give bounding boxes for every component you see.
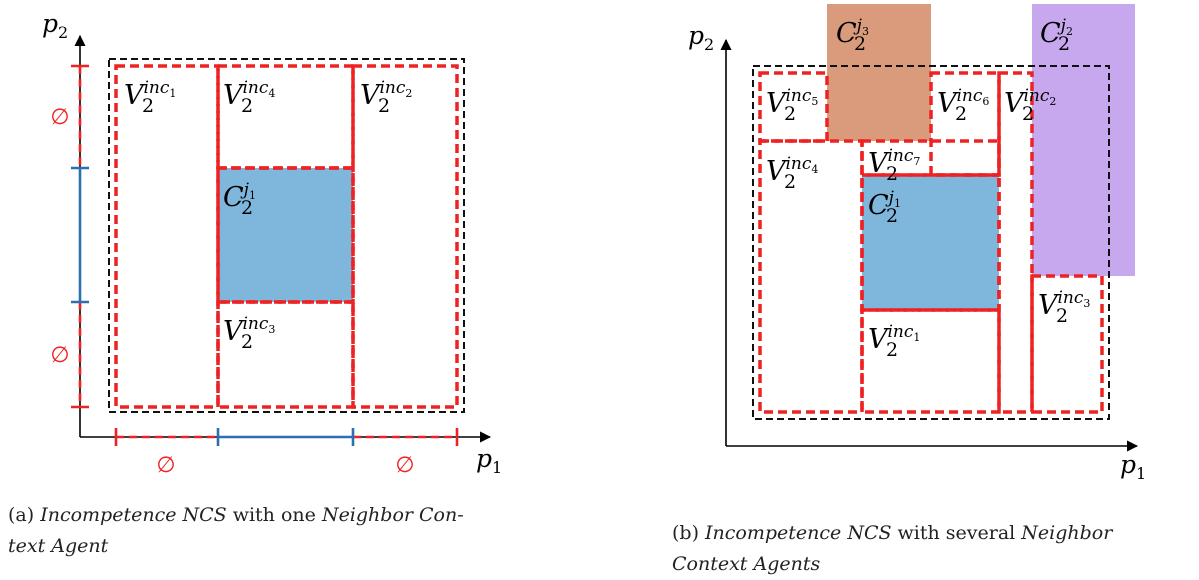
label-v2-inc2-a: Vinc2 2 [360, 78, 412, 117]
label-v2-inc4-a: Vinc4 2 [223, 78, 275, 117]
label-c2-j1-a: Cj1 2 [223, 180, 256, 219]
incompetence-region-2-a [351, 64, 459, 409]
axis-label-p1-a: p1 [476, 444, 502, 477]
label-v2-inc1-b: Vinc1 2 [868, 322, 920, 361]
panel-b-diagram: p2 p1 Cj3 2 Cj2 2 Vinc5 2 Vinc6 2 Vinc2 2 Vinc4 2 Vi… [688, 4, 1146, 483]
incompetence-region-4-a [216, 64, 355, 170]
context-c2-j1-border-b [860, 173, 1001, 312]
context-c2-j1-box-a [218, 168, 353, 302]
incompetence-region-3-a [216, 300, 355, 409]
context-c2-j1-border-a [216, 166, 355, 304]
label-c2-j1-b: Cj1 2 [868, 188, 901, 227]
context-c2-j3-box [827, 4, 931, 141]
empty-set-x-left: ∅ [156, 453, 175, 478]
caption-b: (b) Incompetence NCS with several Neighb… [672, 522, 1113, 575]
empty-set-x-right: ∅ [395, 453, 414, 478]
empty-set-y-top: ∅ [50, 105, 69, 130]
label-c2-j3-b: Cj3 2 [836, 16, 869, 55]
axis-label-p1-b: p1 [1120, 450, 1146, 483]
axis-label-p2-b: p2 [688, 21, 714, 54]
incompetence-region-3-b [1030, 274, 1104, 414]
label-v2-inc7-b: Vinc7 2 [868, 146, 920, 185]
incompetence-region-1-a [114, 64, 220, 409]
bounds-box-a [108, 58, 465, 413]
context-c2-j2-box [1032, 4, 1135, 276]
label-v2-inc5-b: Vinc5 2 [766, 86, 818, 125]
label-v2-inc1-a: Vinc1 2 [124, 78, 176, 117]
label-c2-j2-b: Cj2 2 [1040, 16, 1073, 55]
label-v2-inc3-a: Vinc3 2 [223, 314, 275, 353]
empty-set-y-bottom: ∅ [50, 343, 69, 368]
incompetence-region-1-b [860, 308, 1001, 414]
bounds-box-b [752, 65, 1110, 420]
label-v2-inc4-b: Vinc4 2 [766, 154, 818, 193]
caption-a: (a) Incompetence NCS with one Neighbor C… [8, 504, 464, 557]
incompetence-region-4-b [758, 139, 864, 414]
label-v2-inc6-b: Vinc6 2 [937, 86, 989, 125]
panel-a-diagram: ∅ ∅ ∅ ∅ p2 p1 Vinc1 2 Vinc4 2 Vinc2 2 Cj1 2 Vinc… [42, 9, 502, 478]
context-c2-j1-box-b [862, 175, 999, 310]
axis-label-p2-a: p2 [42, 9, 68, 42]
label-v2-inc2-b: Vinc2 2 [1004, 86, 1056, 125]
label-v2-inc3-b: Vinc3 2 [1038, 288, 1090, 327]
incompetence-region-7-b [860, 139, 1001, 177]
